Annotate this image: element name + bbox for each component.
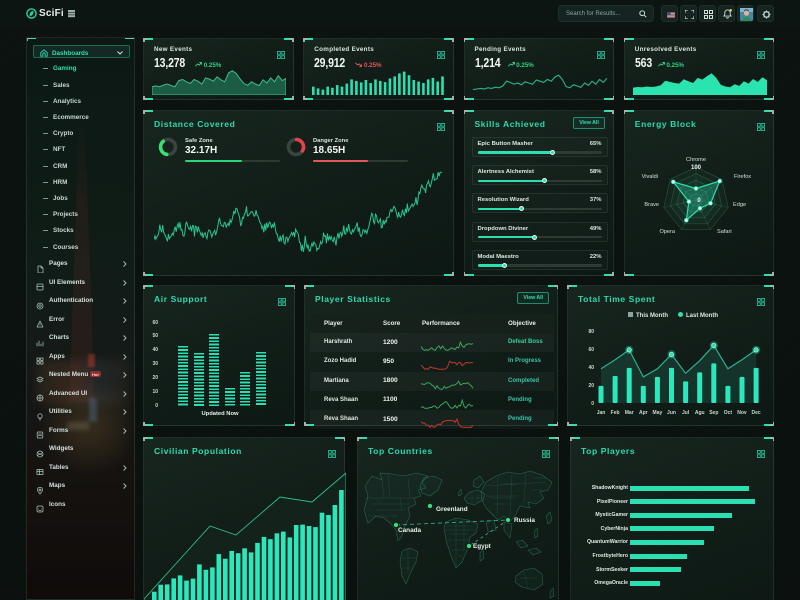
svg-text:Mar: Mar: [625, 410, 634, 416]
svg-text:Jul: Jul: [682, 410, 690, 416]
svg-text:40: 40: [588, 365, 594, 371]
svg-text:18.65H: 18.65H: [313, 145, 345, 156]
svg-text:Dec: Dec: [752, 410, 761, 416]
svg-text:Oct: Oct: [724, 410, 733, 416]
svg-text:Danger Zone: Danger Zone: [313, 138, 349, 144]
svg-text:Chrome: Chrome: [686, 157, 706, 163]
svg-text:Greenland: Greenland: [436, 506, 468, 513]
svg-text:Opera: Opera: [659, 229, 675, 235]
svg-text:May: May: [653, 410, 663, 416]
svg-text:Sep: Sep: [709, 410, 718, 416]
svg-text:Vivaldi: Vivaldi: [641, 174, 657, 180]
svg-text:Russia: Russia: [514, 517, 535, 524]
svg-text:80: 80: [588, 329, 594, 335]
svg-text:Jan: Jan: [597, 410, 606, 416]
svg-text:Nov: Nov: [737, 410, 747, 416]
svg-text:20: 20: [588, 383, 594, 389]
svg-text:Feb: Feb: [611, 410, 620, 416]
svg-text:0: 0: [591, 401, 594, 407]
svg-text:100: 100: [691, 165, 702, 171]
svg-text:32.17H: 32.17H: [185, 145, 217, 156]
svg-text:Agu: Agu: [695, 410, 705, 416]
svg-text:0: 0: [697, 198, 701, 204]
svg-text:Firefox: Firefox: [734, 174, 751, 180]
svg-text:Apr: Apr: [639, 410, 648, 416]
svg-text:Safe Zone: Safe Zone: [185, 138, 213, 144]
svg-text:Safari: Safari: [717, 229, 732, 235]
svg-text:Brave: Brave: [644, 202, 659, 208]
svg-text:Edge: Edge: [733, 202, 746, 208]
svg-text:Jun: Jun: [667, 410, 676, 416]
svg-text:Canada: Canada: [398, 527, 422, 534]
svg-text:60: 60: [588, 347, 594, 353]
svg-text:Egypt: Egypt: [473, 543, 492, 550]
